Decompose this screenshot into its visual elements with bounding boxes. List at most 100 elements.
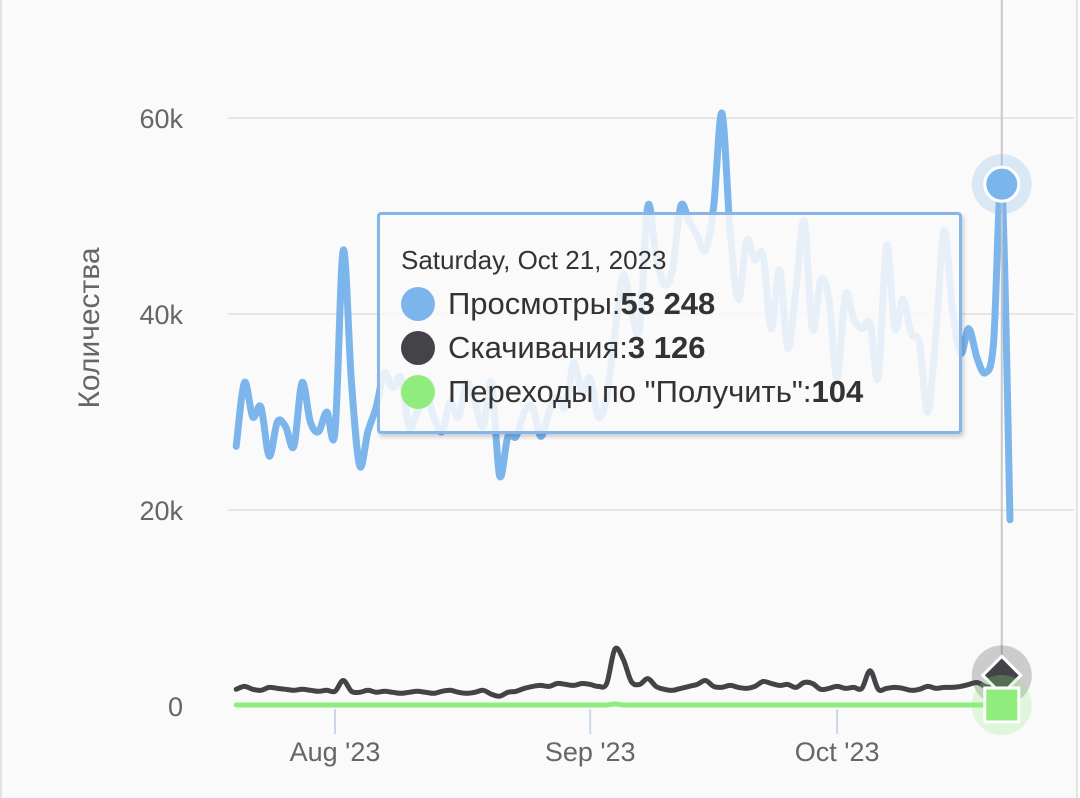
views-point-33 [505,434,511,440]
downloads-point-67 [785,681,791,687]
views-point-5 [274,419,280,425]
downloads-point-24 [431,690,437,696]
get-clicks-point-15 [357,702,363,708]
get-clicks-point-19 [390,702,396,708]
views-point-2 [250,414,256,420]
downloads-point-40 [563,681,569,687]
views-point-91 [982,370,988,376]
get-clicks-point-36 [530,702,536,708]
get-clicks-point-38 [546,702,552,708]
downloads-point-57 [702,678,708,684]
downloads-point-68 [793,684,799,690]
downloads-point-37 [538,682,544,688]
get-clicks-point-35 [521,702,527,708]
views-point-32 [497,473,503,479]
get-clicks-point-80 [892,702,898,708]
get-clicks-point-89 [966,702,972,708]
downloads-point-49 [637,681,643,687]
views-point-59 [719,110,725,116]
downloads-point-13 [340,678,346,684]
views-point-3 [258,404,264,410]
get-clicks-point-0 [233,702,239,708]
get-clicks-point-18 [381,702,387,708]
get-clicks-series-line[interactable] [233,701,1013,708]
get-clicks-point-82 [908,702,914,708]
downloads-point-60 [727,682,733,688]
downloads-point-33 [505,689,511,695]
get-clicks-point-63 [752,702,758,708]
downloads-point-83 [917,686,923,692]
get-clicks-point-25 [439,702,445,708]
get-clicks-point-50 [645,702,651,708]
views-point-37 [538,434,544,440]
downloads-point-28 [464,690,470,696]
get-clicks-point-48 [628,702,634,708]
downloads-point-23 [423,689,429,695]
get-clicks-point-1 [242,702,248,708]
get-clicks-point-69 [801,702,807,708]
get-clicks-point-53 [670,702,676,708]
get-clicks-point-84 [925,702,931,708]
tooltip-get-clicks-value: 104 [811,374,864,409]
downloads-point-15 [357,689,363,695]
downloads-point-39 [554,681,560,687]
get-clicks-point-26 [447,702,453,708]
downloads-point-17 [373,689,379,695]
downloads-point-1 [242,683,248,689]
views-point-10 [316,429,322,435]
get-clicks-point-24 [431,702,437,708]
tooltip-views-label: Просмотры: [448,286,621,321]
downloads-point-9 [307,687,313,693]
get-clicks-point-47 [620,702,626,708]
get-clicks-point-22 [414,702,420,708]
get-clicks-point-58 [711,702,717,708]
downloads-color-dot [401,331,435,365]
downloads-point-85 [933,685,939,691]
downloads-point-89 [966,681,972,687]
get-clicks-point-39 [554,702,560,708]
downloads-point-30 [480,687,486,693]
downloads-point-29 [472,689,478,695]
get-clicks-point-7 [291,702,297,708]
get-clicks-point-2 [250,702,256,708]
tooltip-row-downloads: Скачивания: 3 126 [401,326,959,370]
get-clicks-point-14 [349,702,355,708]
get-clicks-point-56 [694,702,700,708]
get-clicks-point-68 [793,702,799,708]
downloads-point-46 [612,646,618,652]
get-clicks-point-71 [818,702,824,708]
get-clicks-point-65 [768,702,774,708]
get-clicks-point-20 [398,702,404,708]
downloads-series-line[interactable] [233,645,1013,699]
get-clicks-point-27 [456,702,462,708]
tooltip-views-value: 53 248 [620,286,716,321]
get-clicks-point-30 [480,702,486,708]
views-point-16 [365,429,371,435]
views-point-34 [513,434,519,440]
downloads-point-36 [530,683,536,689]
y-axis-title: Количества [73,247,106,408]
x-tick-label-1: Sep '23 [545,737,636,767]
tooltip-downloads-value: 3 126 [627,330,706,365]
downloads-point-41 [571,682,577,688]
downloads-point-64 [760,679,766,685]
views-point-58 [711,203,717,209]
get-clicks-point-70 [809,702,815,708]
downloads-point-61 [735,684,741,690]
get-clicks-point-51 [653,702,659,708]
downloads-point-50 [645,676,651,682]
get-clicks-point-17 [373,702,379,708]
views-point-15 [357,463,363,469]
get-clicks-point-42 [579,702,585,708]
views-point-89 [966,326,972,332]
downloads-point-3 [258,687,264,693]
views-point-94 [1007,517,1013,523]
get-clicks-point-3 [258,702,264,708]
downloads-point-80 [892,684,898,690]
downloads-point-20 [398,690,404,696]
views-hover-marker [983,165,1021,203]
downloads-point-54 [678,685,684,691]
downloads-point-82 [908,687,914,693]
downloads-point-18 [381,688,387,694]
